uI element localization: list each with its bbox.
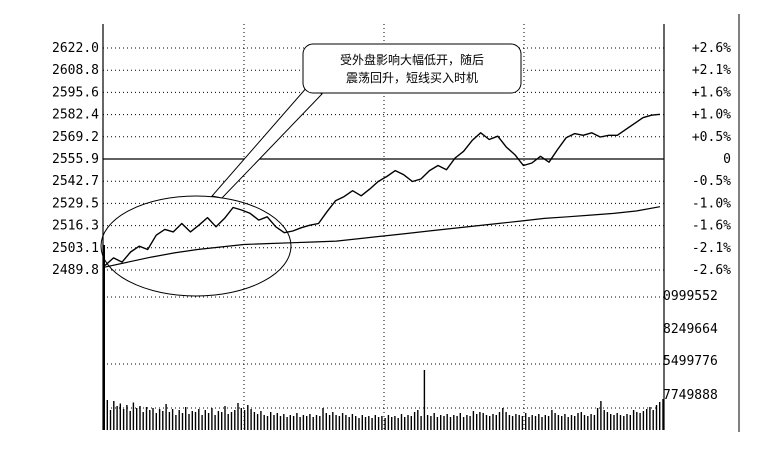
y-tick-left: 2542.7 bbox=[52, 174, 99, 189]
volume-tick: 0999552 bbox=[663, 289, 718, 304]
callout-box bbox=[302, 43, 522, 94]
y-tick-right: -2.1% bbox=[692, 241, 731, 256]
y-tick-right: +2.1% bbox=[692, 63, 731, 78]
y-tick-left: 2516.3 bbox=[52, 219, 99, 234]
y-tick-left: 2622.0 bbox=[52, 41, 99, 56]
annotation-line-1: 受外盘影响大幅低开，随后 bbox=[340, 52, 484, 67]
volume-tick: 7749888 bbox=[663, 388, 718, 403]
annotation-line-2: 震荡回升，短线买入时机 bbox=[346, 71, 478, 85]
average-line bbox=[104, 206, 661, 268]
y-tick-right: 0 bbox=[723, 152, 731, 167]
y-tick-right: -0.5% bbox=[692, 174, 731, 189]
y-tick-left: 2503.1 bbox=[52, 241, 99, 256]
y-axis-left-labels: 2622.0 2608.8 2595.6 2582.4 2569.2 2555.9 2542… bbox=[52, 41, 99, 278]
y-axis-right-labels: +2.6% +2.1% +1.6% +1.0% +0.5% 0 -0.5% -1.0% -1.6… bbox=[692, 41, 731, 278]
y-tick-right: -2.6% bbox=[692, 263, 731, 278]
volume-tick: 8249664 bbox=[663, 322, 718, 337]
y-tick-left: 2608.8 bbox=[52, 63, 99, 78]
price-series bbox=[104, 113, 661, 268]
y-tick-left: 2582.4 bbox=[52, 108, 99, 123]
y-tick-right: +1.6% bbox=[692, 85, 731, 100]
y-tick-left: 2529.5 bbox=[52, 196, 99, 211]
y-tick-left: 2569.2 bbox=[52, 130, 99, 145]
y-tick-left: 2555.9 bbox=[52, 152, 99, 167]
volume-bars bbox=[103, 245, 664, 430]
y-tick-right: +2.6% bbox=[692, 41, 731, 56]
annotation: 受外盘影响大幅低开，随后 震荡回升，短线买入时机 bbox=[100, 43, 522, 297]
y-tick-right: +0.5% bbox=[692, 130, 731, 145]
y-tick-right: -1.6% bbox=[692, 219, 731, 234]
volume-tick: 5499776 bbox=[663, 354, 718, 369]
index-line bbox=[104, 113, 661, 267]
highlight-ellipse bbox=[100, 195, 292, 297]
y-tick-right: -1.0% bbox=[692, 196, 731, 211]
y-tick-left: 2489.8 bbox=[52, 263, 99, 278]
y-tick-right: +1.0% bbox=[692, 108, 731, 123]
volume-axis-labels: 0999552 8249664 5499776 7749888 bbox=[663, 289, 718, 403]
y-tick-left: 2595.6 bbox=[52, 85, 99, 100]
